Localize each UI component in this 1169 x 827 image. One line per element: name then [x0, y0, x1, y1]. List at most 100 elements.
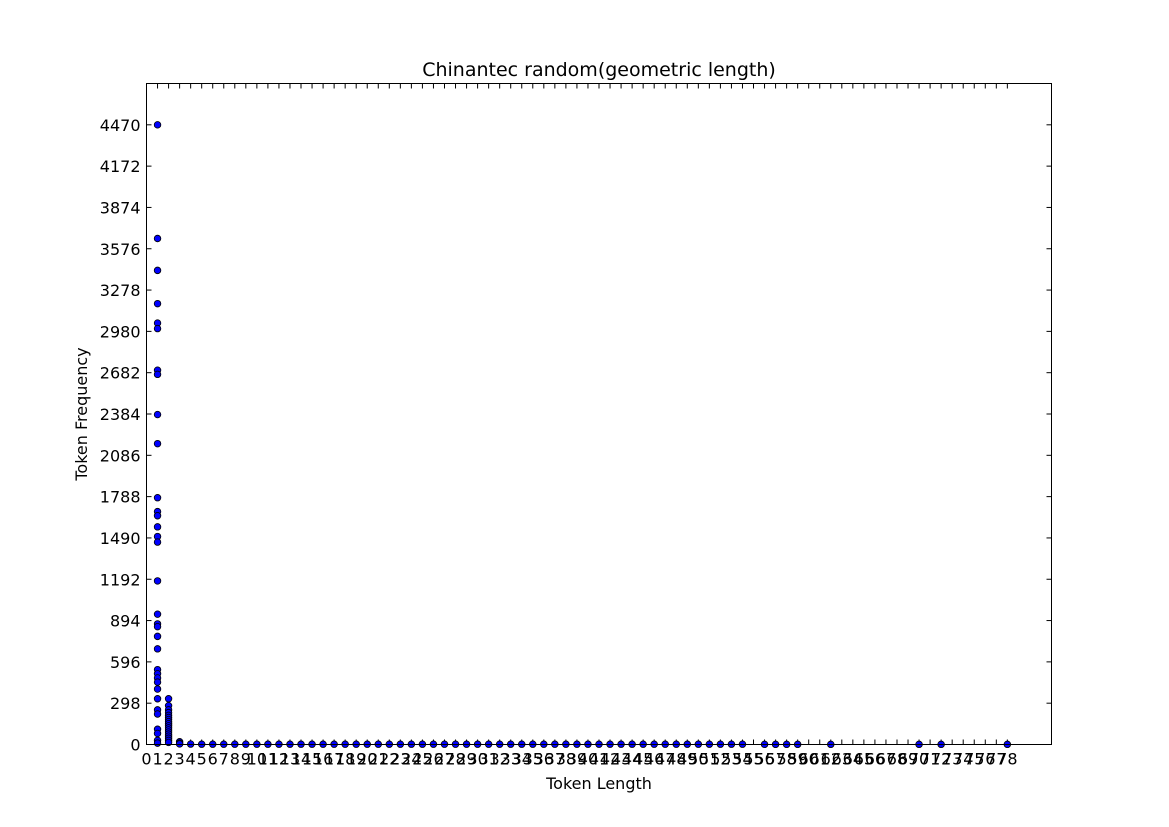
y-tick-label: 894 [110, 612, 141, 631]
data-point [153, 610, 162, 618]
data-point [153, 678, 162, 686]
x-tick-label: 18 [335, 750, 355, 769]
data-point [153, 494, 162, 502]
x-tick-label: 53 [721, 750, 741, 769]
y-tick-label: 4172 [100, 157, 141, 176]
x-tick-label: 19 [346, 750, 366, 769]
x-tick-label: 24 [401, 750, 421, 769]
x-tick-label: 51 [699, 750, 719, 769]
x-tick-label: 9 [241, 750, 251, 769]
x-tick-label: 23 [390, 750, 410, 769]
y-tick-label: 1192 [100, 570, 141, 589]
x-tick-label: 30 [467, 750, 487, 769]
data-point [153, 695, 162, 703]
plot-frame [146, 83, 1052, 745]
x-tick-label: 31 [478, 750, 498, 769]
x-tick-label: 10 [247, 750, 267, 769]
y-tick-label: 2682 [100, 364, 141, 383]
x-tick-label: 39 [567, 750, 587, 769]
y-tick-label: 3278 [100, 281, 141, 300]
x-tick-label: 74 [953, 750, 973, 769]
x-tick-label: 75 [964, 750, 984, 769]
x-tick-label: 34 [512, 750, 532, 769]
data-point [153, 710, 162, 718]
x-tick-label: 32 [489, 750, 509, 769]
data-point [153, 266, 162, 275]
data-point [153, 622, 162, 631]
x-tick-label: 66 [865, 750, 885, 769]
data-point [153, 538, 162, 546]
x-tick-label: 63 [832, 750, 852, 769]
x-tick-label: 52 [710, 750, 730, 769]
y-tick-label: 596 [110, 653, 141, 672]
x-tick-label: 0 [141, 750, 151, 769]
x-tick-label: 25 [412, 750, 432, 769]
x-tick-label: 12 [269, 750, 289, 769]
x-tick-label: 78 [997, 750, 1017, 769]
x-tick-label: 5 [197, 750, 207, 769]
x-tick-label: 15 [302, 750, 322, 769]
data-point [175, 740, 184, 748]
y-tick-label: 4470 [100, 116, 141, 135]
x-tick-label: 70 [909, 750, 929, 769]
x-tick-label: 4 [186, 750, 196, 769]
data-point [153, 512, 162, 520]
y-tick-label: 1490 [100, 529, 141, 548]
x-tick-label: 44 [622, 750, 642, 769]
y-axis-label: Token Frequency [72, 347, 91, 481]
x-tick-label: 6 [208, 750, 218, 769]
x-tick-label: 48 [666, 750, 686, 769]
x-tick-label: 13 [280, 750, 300, 769]
x-tick-label: 27 [434, 750, 454, 769]
x-axis-label: Token Length [545, 774, 652, 793]
y-tick-label: 3576 [100, 240, 141, 259]
x-tick-label: 47 [655, 750, 675, 769]
x-tick-label: 54 [732, 750, 752, 769]
x-tick-label: 45 [633, 750, 653, 769]
data-point [153, 523, 162, 531]
x-tick-label: 61 [810, 750, 830, 769]
data-point [153, 739, 162, 747]
y-tick-label: 1788 [100, 488, 141, 507]
x-tick-label: 73 [942, 750, 962, 769]
y-tick-label: 2086 [100, 446, 141, 465]
x-tick-label: 26 [423, 750, 443, 769]
x-tick-label: 60 [799, 750, 819, 769]
data-point [153, 121, 162, 129]
x-tick-label: 65 [854, 750, 874, 769]
x-tick-label: 40 [578, 750, 598, 769]
chart-title: Chinantec random(geometric length) [422, 59, 776, 81]
x-tick-label: 1 [152, 750, 162, 769]
x-tick-label: 55 [743, 750, 763, 769]
x-tick-label: 57 [765, 750, 785, 769]
x-tick-label: 28 [445, 750, 465, 769]
x-tick-label: 62 [821, 750, 841, 769]
x-tick-label: 37 [545, 750, 565, 769]
x-tick-label: 38 [556, 750, 576, 769]
x-tick-label: 58 [776, 750, 796, 769]
data-points [153, 121, 1012, 749]
y-tick-label: 2384 [100, 405, 141, 424]
x-tick-label: 17 [324, 750, 344, 769]
x-tick-label: 77 [986, 750, 1006, 769]
x-tick-label: 41 [589, 750, 609, 769]
x-tick-label: 16 [313, 750, 333, 769]
data-point [164, 695, 173, 703]
x-tick-label: 42 [600, 750, 620, 769]
x-tick-label: 7 [219, 750, 229, 769]
x-tick-label: 71 [920, 750, 940, 769]
x-tick-label: 11 [258, 750, 278, 769]
x-tick-label: 33 [501, 750, 521, 769]
data-point [153, 729, 162, 738]
x-tick-label: 36 [534, 750, 554, 769]
data-point [153, 439, 162, 448]
x-tick-label: 46 [644, 750, 664, 769]
x-tick-label: 22 [379, 750, 399, 769]
x-tick-label: 8 [230, 750, 240, 769]
data-point [153, 299, 162, 308]
x-tick-label: 68 [887, 750, 907, 769]
y-axis-ticks: 0 298 596 894 1192 1490 1788 2086 2384 2682 2980 32… [100, 116, 1052, 755]
x-tick-label: 72 [931, 750, 951, 769]
data-point [153, 234, 162, 243]
